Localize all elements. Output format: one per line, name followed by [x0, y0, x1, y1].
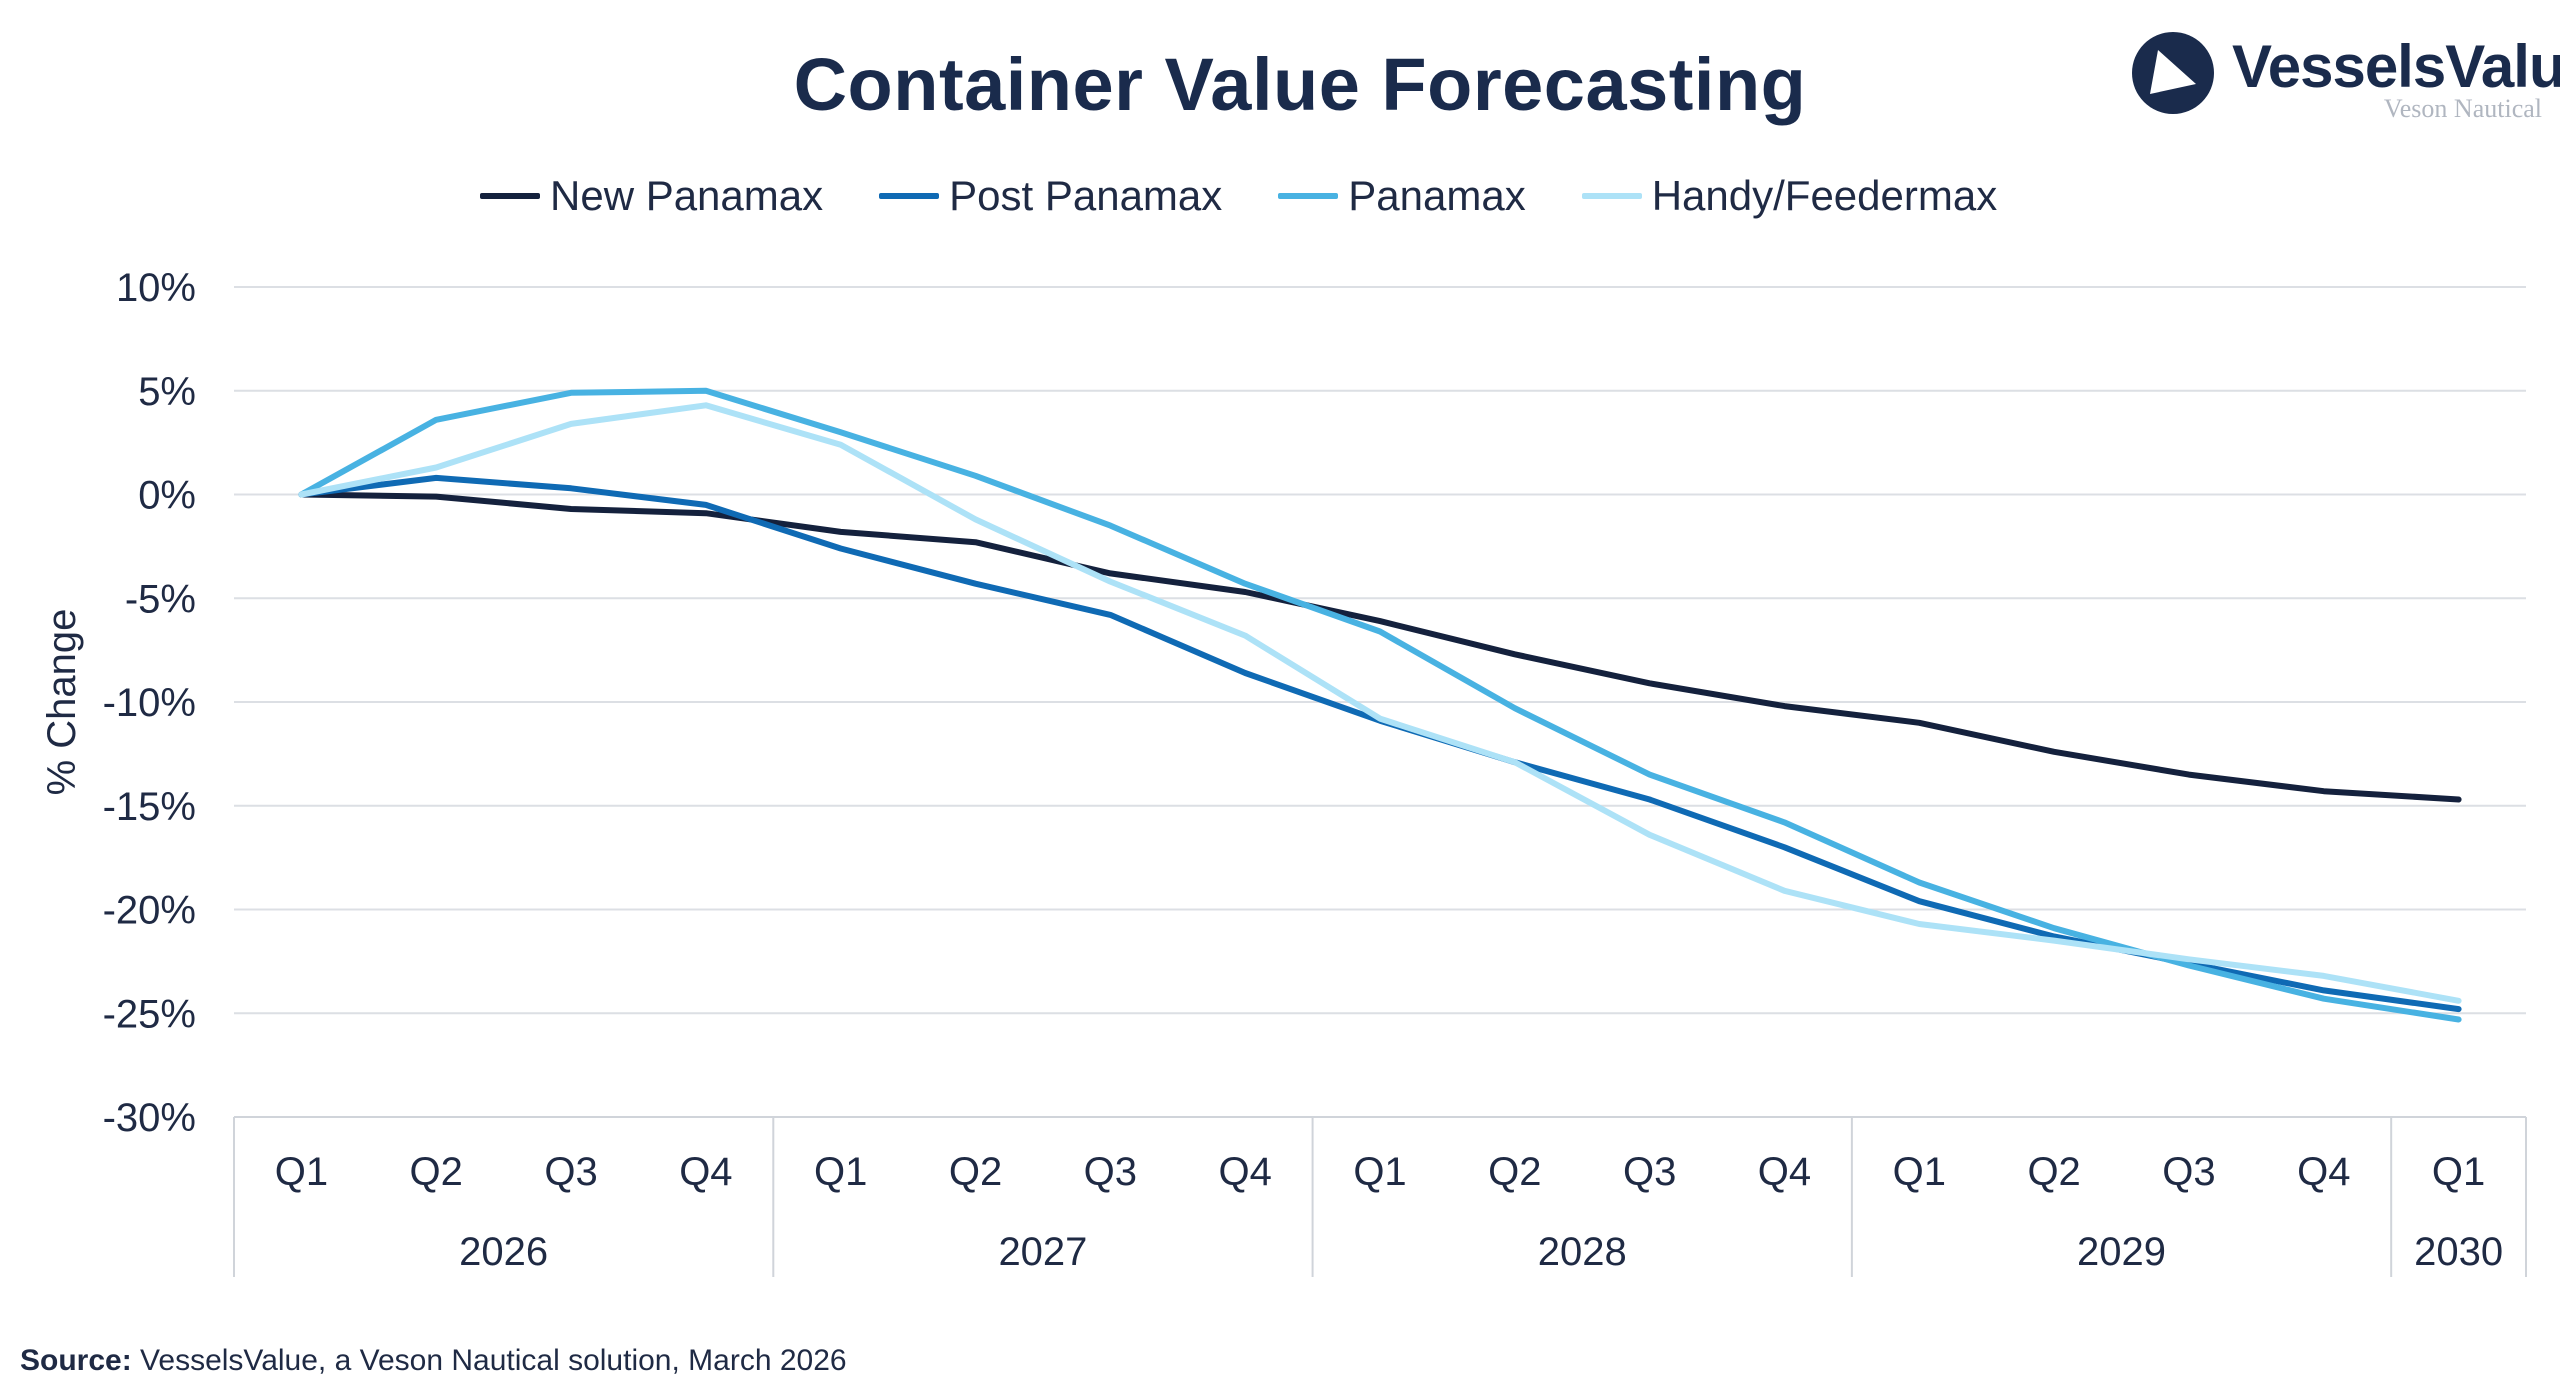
y-tick-label: -20% — [103, 889, 196, 933]
legend-item-new-panamax: New Panamax — [480, 172, 823, 220]
x-group-label: 2026 — [459, 1230, 548, 1274]
x-tick-label: Q3 — [544, 1150, 597, 1194]
x-tick-label: Q3 — [1084, 1150, 1137, 1194]
y-tick-label: -25% — [103, 992, 196, 1036]
x-tick-label: Q1 — [2432, 1150, 2485, 1194]
x-group-label: 2027 — [998, 1230, 1087, 1274]
legend-swatch — [1581, 193, 1642, 199]
x-tick-label: Q3 — [2162, 1150, 2215, 1194]
logo-subtitle: Veson Nautical — [2383, 94, 2542, 123]
x-tick-label: Q4 — [679, 1150, 732, 1194]
legend-label: Handy/Feedermax — [1651, 172, 1998, 219]
legend-swatch — [879, 193, 940, 199]
y-tick-label: -15% — [103, 785, 196, 829]
legend-label: New Panamax — [550, 172, 824, 219]
vesselsvalue-logo-icon — [2132, 32, 2214, 114]
x-tick-label: Q2 — [949, 1150, 1002, 1194]
legend-item-post-panamax: Post Panamax — [879, 172, 1222, 220]
source-text: VesselsValue, a Veson Nautical solution,… — [131, 1344, 847, 1377]
x-tick-label: Q2 — [1488, 1150, 1541, 1194]
legend-swatch — [1278, 193, 1339, 199]
y-tick-label: 5% — [138, 370, 196, 414]
x-group-label: 2028 — [1538, 1230, 1627, 1274]
legend-label: Post Panamax — [949, 172, 1223, 219]
vesselsvalue-logo: VesselsValue Veson Nautical — [2128, 26, 2560, 126]
y-tick-label: -30% — [103, 1096, 196, 1140]
legend-swatch — [480, 193, 540, 199]
y-tick-label: -10% — [103, 681, 196, 725]
x-tick-label: Q4 — [1758, 1150, 1811, 1194]
x-tick-label: Q1 — [814, 1150, 867, 1194]
legend-label: Panamax — [1348, 172, 1526, 219]
logo-name: VesselsValue — [2232, 33, 2560, 100]
x-tick-label: Q2 — [2027, 1150, 2080, 1194]
y-tick-label: -5% — [125, 577, 196, 621]
y-tick-label: 0% — [138, 474, 196, 518]
series-line-panamax — [298, 387, 2462, 1023]
y-axis-title: % Change — [40, 609, 84, 796]
y-tick-label: 10% — [116, 266, 196, 310]
x-tick-label: Q1 — [1893, 1150, 1946, 1194]
series-line-new-panamax — [298, 491, 2462, 803]
series-line-handy-feedermax — [298, 402, 2462, 1004]
x-tick-label: Q2 — [410, 1150, 463, 1194]
x-tick-label: Q3 — [1623, 1150, 1676, 1194]
legend-item-handy-feedermax: Handy/Feedermax — [1581, 172, 1998, 220]
x-group-label: 2030 — [2414, 1230, 2503, 1274]
chart-legend: New Panamax Post Panamax Panamax Handy/F… — [480, 166, 1997, 226]
x-tick-label: Q4 — [1218, 1150, 1271, 1194]
x-tick-label: Q1 — [1353, 1150, 1406, 1194]
chart-title: Container Value Forecasting — [793, 43, 1807, 126]
x-tick-label: Q1 — [275, 1150, 328, 1194]
legend-item-panamax: Panamax — [1278, 172, 1526, 220]
x-group-label: 2029 — [2077, 1230, 2166, 1274]
series-line-post-panamax — [298, 474, 2462, 1013]
source-note: Source: VesselsValue, a Veson Nautical s… — [20, 1344, 847, 1378]
x-tick-label: Q4 — [2297, 1150, 2350, 1194]
source-label: Source: — [20, 1344, 132, 1377]
